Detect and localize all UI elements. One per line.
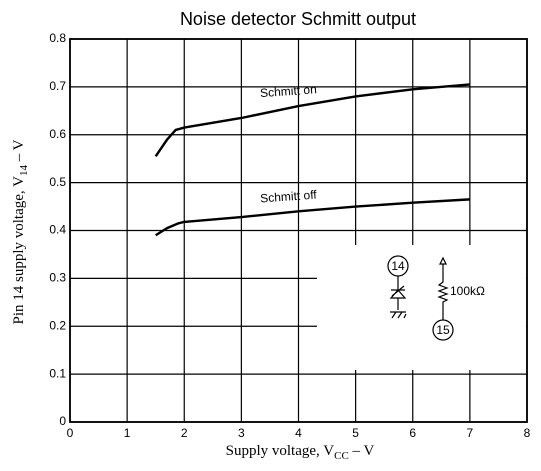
y-tick-label: 0.7	[49, 79, 66, 93]
x-tick-label: 3	[238, 426, 245, 440]
y-tick-label: 0.8	[49, 31, 66, 45]
resistor-label: 100kΩ	[450, 284, 485, 298]
series-label: Schmitt on	[260, 82, 318, 100]
x-tick-label: 0	[67, 426, 74, 440]
inset-background	[317, 245, 526, 370]
x-axis-label: Supply voltage, VCC – V	[226, 443, 375, 461]
x-tick-label: 5	[352, 426, 359, 440]
chart-title: Noise detector Schmitt output	[180, 9, 416, 29]
x-tick-label: 1	[124, 426, 131, 440]
y-tick-label: 0.1	[49, 366, 66, 380]
y-tick-label: 0.4	[49, 223, 66, 237]
circuit-inset	[387, 255, 454, 341]
resistor-symbol	[437, 256, 449, 320]
x-tick-label: 6	[409, 426, 416, 440]
x-tick-label: 8	[524, 426, 531, 440]
y-tick-label: 0.6	[49, 127, 66, 141]
y-tick-label: 0.5	[49, 175, 66, 189]
y-axis-label: Pin 14 supply voltage, V14 – V	[11, 139, 29, 324]
series-line	[154, 83, 470, 157]
plot-frame	[69, 38, 528, 423]
series-label: Schmitt off	[260, 188, 318, 206]
pin-label: 15	[436, 323, 450, 337]
x-tick-label: 4	[295, 426, 302, 440]
zener-symbol	[389, 276, 407, 319]
x-tick-label: 7	[467, 426, 474, 440]
y-tick-label: 0.2	[49, 318, 66, 332]
pin-label: 14	[391, 259, 405, 273]
y-tick-label: 0.3	[49, 271, 66, 285]
pin-circle	[432, 319, 454, 341]
y-tick-label: 0	[59, 414, 66, 428]
series-line	[155, 198, 470, 237]
x-tick-label: 2	[181, 426, 188, 440]
